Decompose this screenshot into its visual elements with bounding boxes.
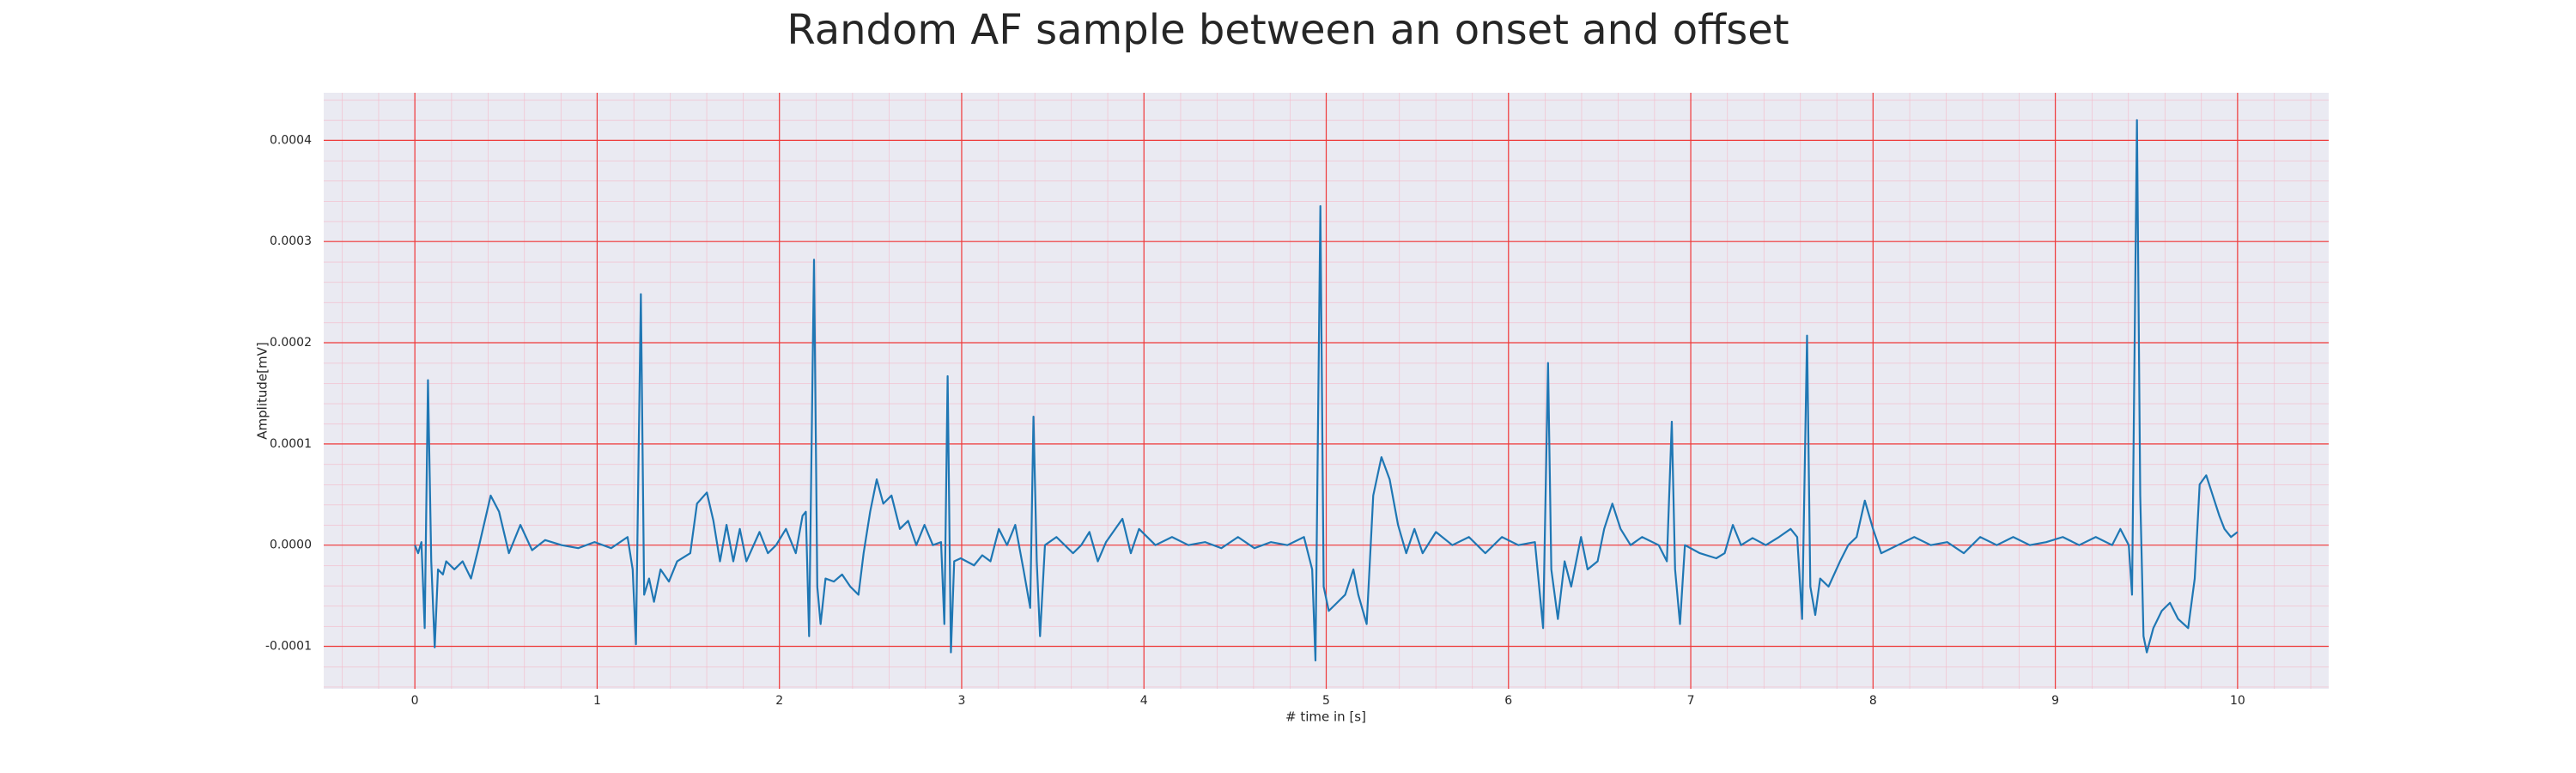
y-axis-label: Amplitude[mV] — [255, 342, 270, 439]
y-tick-label: 0.0002 — [270, 336, 312, 350]
x-tick-label: 3 — [957, 694, 965, 708]
x-tick-label: 6 — [1504, 694, 1512, 708]
signal-line — [414, 119, 2239, 662]
y-tick-label: -0.0001 — [265, 640, 312, 654]
x-tick-label: 7 — [1687, 694, 1695, 708]
y-tick-label: 0.0001 — [270, 437, 312, 451]
x-tick-label: 1 — [593, 694, 601, 708]
x-tick-label: 9 — [2051, 694, 2059, 708]
x-tick-label: 10 — [2230, 694, 2245, 708]
y-tick-label: 0.0004 — [270, 133, 312, 147]
x-tick-label: 8 — [1869, 694, 1877, 708]
chart-title: Random AF sample between an onset and of… — [787, 6, 1789, 54]
y-tick-label: 0.0000 — [270, 539, 312, 552]
x-tick-label: 4 — [1140, 694, 1148, 708]
x-tick-label: 5 — [1322, 694, 1330, 708]
x-tick-label: 0 — [411, 694, 419, 708]
x-axis-label: # time in [s] — [1285, 709, 1366, 725]
y-tick-label: 0.0003 — [270, 234, 312, 248]
x-tick-label: 2 — [775, 694, 783, 708]
